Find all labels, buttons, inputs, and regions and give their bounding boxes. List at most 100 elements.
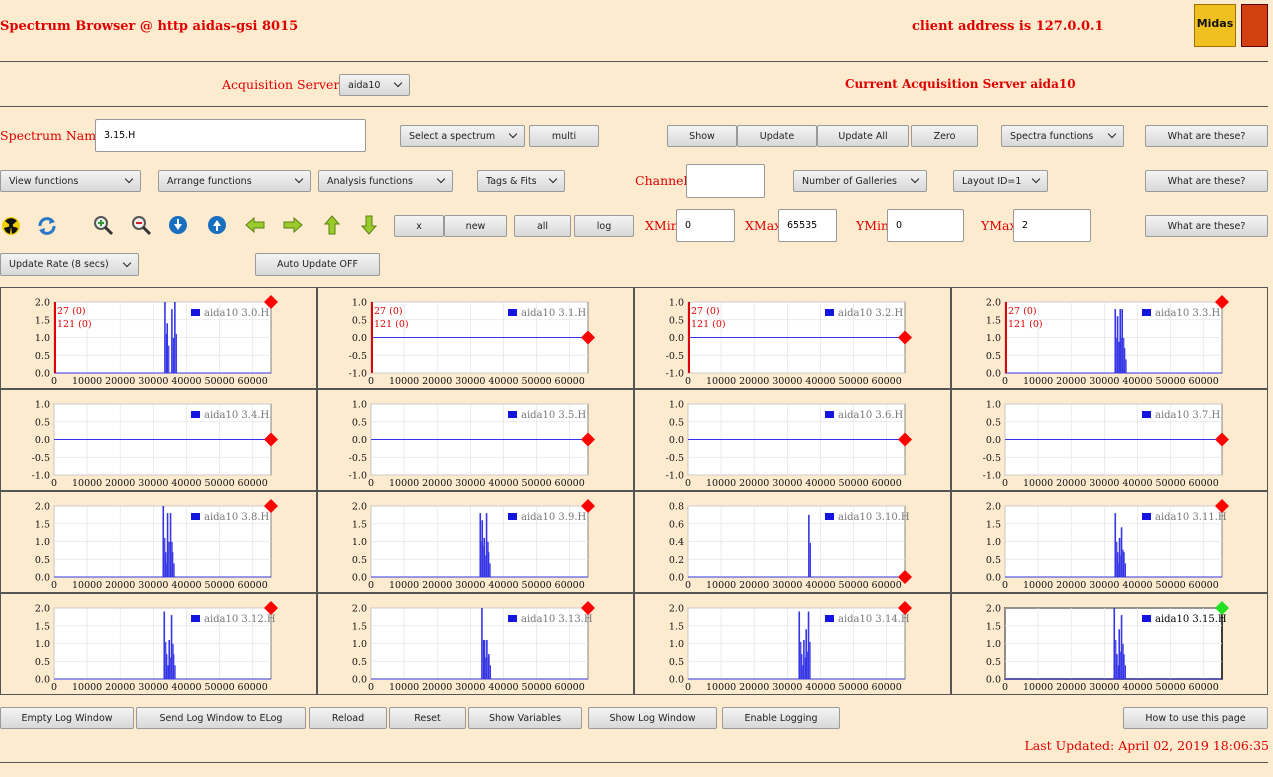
tool-logo-icon xyxy=(1241,4,1268,47)
diamond-marker-icon[interactable] xyxy=(581,601,595,615)
diamond-marker-icon[interactable] xyxy=(898,330,912,345)
analysis-functions-dropdown[interactable]: Analysis functions xyxy=(318,170,453,192)
xmax-input[interactable]: 65535 xyxy=(778,209,837,242)
diamond-marker-icon[interactable] xyxy=(898,570,912,584)
multi-button[interactable]: multi xyxy=(529,125,599,147)
x-button[interactable]: x xyxy=(394,215,444,237)
diamond-marker-icon[interactable] xyxy=(264,601,278,615)
spectrum-panel[interactable]: 0.0 0.5 1.0 1.5 2.0 0 10000 20000 30000 40000 5000… xyxy=(634,593,951,695)
legend-label: aida10 3.11.H xyxy=(1155,512,1227,523)
spectra-functions-dropdown[interactable]: Spectra functions xyxy=(1001,125,1124,147)
log-button[interactable]: log xyxy=(574,215,634,237)
expand-down-icon[interactable] xyxy=(167,214,189,236)
x-tick-label: 40000 xyxy=(805,376,835,387)
channel-label: Channel: xyxy=(635,173,692,188)
spectrum-panel[interactable]: -1.0 -0.5 0.0 0.5 1.0 0 10000 20000 30000 40000 50… xyxy=(951,389,1268,491)
spectrum-name-input[interactable]: 3.15.H xyxy=(95,119,366,152)
all-button[interactable]: all xyxy=(514,215,571,237)
new-button[interactable]: new xyxy=(444,215,507,237)
diamond-marker-icon[interactable] xyxy=(1215,499,1229,513)
diamond-marker-icon[interactable] xyxy=(1215,432,1229,447)
y-tick-label: 0.0 xyxy=(986,435,1001,446)
ymin-input[interactable]: 0 xyxy=(887,209,964,242)
arrow-down-icon[interactable] xyxy=(358,214,380,236)
ymax-input[interactable]: 2 xyxy=(1013,209,1091,242)
arrange-functions-dropdown[interactable]: Arrange functions xyxy=(158,170,311,192)
how-to-use-button[interactable]: How to use this page xyxy=(1123,707,1268,729)
y-tick-label: 1.0 xyxy=(986,639,1001,650)
reload-button[interactable]: Reload xyxy=(309,707,387,729)
what-are-these-button-2[interactable]: What are these? xyxy=(1145,170,1268,192)
spectrum-panel[interactable]: -1.0 -0.5 0.0 0.5 1.0 0 10000 20000 30000 40000 50… xyxy=(317,287,634,389)
empty-log-button[interactable]: Empty Log Window xyxy=(0,707,134,729)
diamond-marker-icon[interactable] xyxy=(264,295,278,309)
diamond-marker-icon[interactable] xyxy=(264,432,278,447)
reset-button[interactable]: Reset xyxy=(389,707,466,729)
radiation-icon[interactable] xyxy=(0,215,22,237)
diamond-marker-icon[interactable] xyxy=(581,499,595,513)
spectrum-panel[interactable]: -1.0 -0.5 0.0 0.5 1.0 0 10000 20000 30000 40000 50… xyxy=(634,287,951,389)
y-tick-label: 0.5 xyxy=(352,657,367,668)
diamond-marker-icon[interactable] xyxy=(581,330,595,345)
legend-label: aida10 3.4.H xyxy=(204,410,270,421)
y-tick-label: 1.5 xyxy=(986,315,1001,326)
channel-input[interactable] xyxy=(686,164,765,198)
spectrum-panel[interactable]: 0.0 0.5 1.0 1.5 2.0 0 10000 20000 30000 40000 5000… xyxy=(317,491,634,593)
spectrum-panel[interactable]: 0.0 0.5 1.0 1.5 2.0 0 10000 20000 30000 40000 5000… xyxy=(317,593,634,695)
spectrum-panel[interactable]: 0.0 0.5 1.0 1.5 2.0 0 10000 20000 30000 40000 5000… xyxy=(0,287,317,389)
midas-logo-text: Midas xyxy=(1196,17,1234,30)
select-spectrum-dropdown[interactable]: Select a spectrum xyxy=(400,125,525,147)
diamond-marker-icon[interactable] xyxy=(898,601,912,615)
y-tick-label: 1.0 xyxy=(986,400,1001,411)
diamond-marker-icon[interactable] xyxy=(264,499,278,513)
number-of-galleries-dropdown[interactable]: Number of Galleries xyxy=(793,170,927,192)
spectrum-chart: 0.0 0.2 0.4 0.6 0.8 0 10000 20000 30000 40000 5000… xyxy=(669,502,912,591)
spectrum-panel[interactable]: 0.0 0.5 1.0 1.5 2.0 0 10000 20000 30000 40000 5000… xyxy=(0,491,317,593)
y-tick-label: 0.0 xyxy=(352,573,367,584)
spectrum-panel[interactable]: 0.0 0.5 1.0 1.5 2.0 0 10000 20000 30000 40000 5000… xyxy=(951,287,1268,389)
enable-logging-button[interactable]: Enable Logging xyxy=(722,707,840,729)
update-rate-dropdown[interactable]: Update Rate (8 secs) xyxy=(0,253,139,276)
tag-label: 121 (0) xyxy=(691,319,726,330)
zero-button[interactable]: Zero xyxy=(911,125,978,147)
arrow-up-icon[interactable] xyxy=(321,214,343,236)
what-are-these-button-1[interactable]: What are these? xyxy=(1145,125,1268,147)
update-all-button[interactable]: Update All xyxy=(817,125,909,147)
spectrum-panel[interactable]: 0.0 0.2 0.4 0.6 0.8 0 10000 20000 30000 40000 5000… xyxy=(634,491,951,593)
acquisition-server-select-label: aida10 xyxy=(348,79,381,91)
expand-up-icon[interactable] xyxy=(206,214,228,236)
spectrum-panel[interactable]: -1.0 -0.5 0.0 0.5 1.0 0 10000 20000 30000 40000 50… xyxy=(634,389,951,491)
zoom-out-icon[interactable] xyxy=(130,214,152,236)
y-tick-label: 0.5 xyxy=(986,555,1001,566)
x-tick-label: 0 xyxy=(685,580,691,591)
show-button[interactable]: Show xyxy=(667,125,737,147)
send-log-elog-button[interactable]: Send Log Window to ELog xyxy=(136,707,306,729)
spectrum-panel[interactable]: -1.0 -0.5 0.0 0.5 1.0 0 10000 20000 30000 40000 50… xyxy=(0,389,317,491)
tags-fits-dropdown[interactable]: Tags & Fits xyxy=(477,170,565,192)
zoom-in-icon[interactable] xyxy=(92,214,114,236)
arrow-left-icon[interactable] xyxy=(244,214,266,236)
show-variables-button[interactable]: Show Variables xyxy=(468,707,582,729)
auto-update-button[interactable]: Auto Update OFF xyxy=(255,253,380,276)
spectrum-panel[interactable]: 0.0 0.5 1.0 1.5 2.0 0 10000 20000 30000 40000 5000… xyxy=(951,491,1268,593)
refresh-icon[interactable] xyxy=(36,215,58,237)
legend-swatch xyxy=(1142,309,1151,316)
spectrum-panel[interactable]: 0.0 0.5 1.0 1.5 2.0 0 10000 20000 30000 40000 5000… xyxy=(951,593,1268,695)
diamond-marker-icon[interactable] xyxy=(898,432,912,447)
x-tick-label: 30000 xyxy=(772,478,802,489)
diamond-marker-icon[interactable] xyxy=(1215,295,1229,309)
show-log-window-button[interactable]: Show Log Window xyxy=(588,707,717,729)
selected-marker-icon[interactable] xyxy=(1215,601,1229,615)
xmin-input[interactable]: 0 xyxy=(676,209,735,242)
arrow-right-icon[interactable] xyxy=(282,214,304,236)
x-tick-label: 50000 xyxy=(1155,478,1185,489)
spectrum-panel[interactable]: 0.0 0.5 1.0 1.5 2.0 0 10000 20000 30000 40000 5000… xyxy=(0,593,317,695)
y-tick-label: 0.5 xyxy=(35,657,50,668)
update-button[interactable]: Update xyxy=(737,125,817,147)
diamond-marker-icon[interactable] xyxy=(581,432,595,447)
layout-id-dropdown[interactable]: Layout ID=1 xyxy=(953,170,1048,192)
what-are-these-button-3[interactable]: What are these? xyxy=(1145,215,1268,237)
acquisition-server-select[interactable]: aida10 xyxy=(339,74,410,96)
view-functions-dropdown[interactable]: View functions xyxy=(0,170,141,192)
spectrum-panel[interactable]: -1.0 -0.5 0.0 0.5 1.0 0 10000 20000 30000 40000 50… xyxy=(317,389,634,491)
